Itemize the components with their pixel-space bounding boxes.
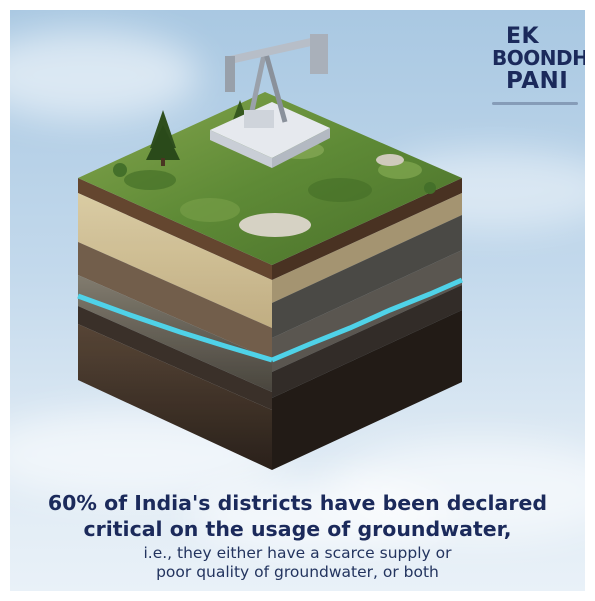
tree-icon (146, 110, 180, 166)
cloud (190, 480, 450, 550)
headline-line-2: critical on the usage of groundwater, (83, 517, 512, 541)
cloud (10, 30, 200, 120)
logo-line-1: EK (506, 24, 540, 49)
pumpjack-icon (210, 34, 330, 168)
caption: 60% of India's districts have been decla… (10, 490, 585, 582)
groundwater-layer-right (271, 277, 464, 363)
poster: EK BOONDH PANI (10, 10, 585, 591)
cube-right-face (272, 178, 462, 470)
ek-boondh-pani-logo: EK BOONDH PANI (492, 24, 585, 120)
logo-line-3: PANI (506, 68, 569, 94)
cube-top-grass (78, 92, 462, 265)
rock (376, 154, 404, 166)
rock (239, 213, 311, 237)
groundwater-layer-left (77, 293, 273, 363)
headline-line-1: 60% of India's districts have been decla… (47, 491, 548, 515)
subtext-line-2: poor quality of groundwater, or both (156, 563, 439, 581)
logo-line-2: BOONDH (492, 46, 585, 70)
logo-tagline-icon (492, 102, 578, 105)
cube-left-face (78, 178, 272, 470)
soil-cube-illustration (77, 34, 464, 470)
subtext-line-1: i.e., they either have a scarce supply o… (143, 544, 452, 562)
